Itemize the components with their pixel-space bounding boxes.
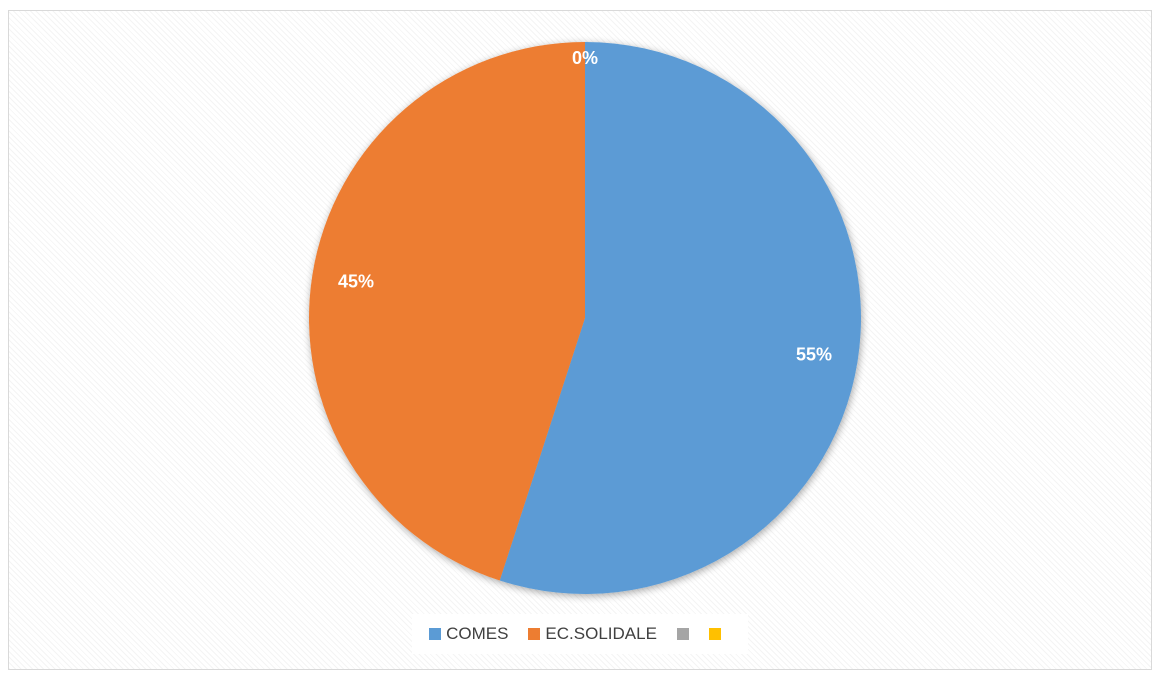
- legend-swatch-4: [708, 628, 721, 640]
- legend-swatch-3: [676, 628, 689, 640]
- legend-label-2: EC.SOLIDALE: [545, 624, 657, 643]
- pie-slices: [308, 42, 861, 594]
- data-label-2: 45%: [338, 272, 374, 292]
- pie-data-labels: 55% 45% 0%: [338, 48, 832, 364]
- legend-item-3: [676, 628, 689, 640]
- chart-legend: COMES EC.SOLIDALE: [412, 614, 748, 654]
- data-label-1: 55%: [796, 344, 832, 364]
- legend-label-1: COMES: [446, 624, 509, 643]
- data-label-3: 0%: [572, 48, 598, 68]
- pie-slice-1: [499, 42, 861, 594]
- legend-item-4: [708, 628, 721, 640]
- legend-item-2: EC.SOLIDALE: [528, 624, 657, 644]
- legend-item-1: COMES: [429, 624, 508, 644]
- legend-swatch-1: [429, 628, 442, 640]
- pie-slice-2: [308, 42, 585, 581]
- legend-swatch-2: [528, 628, 541, 640]
